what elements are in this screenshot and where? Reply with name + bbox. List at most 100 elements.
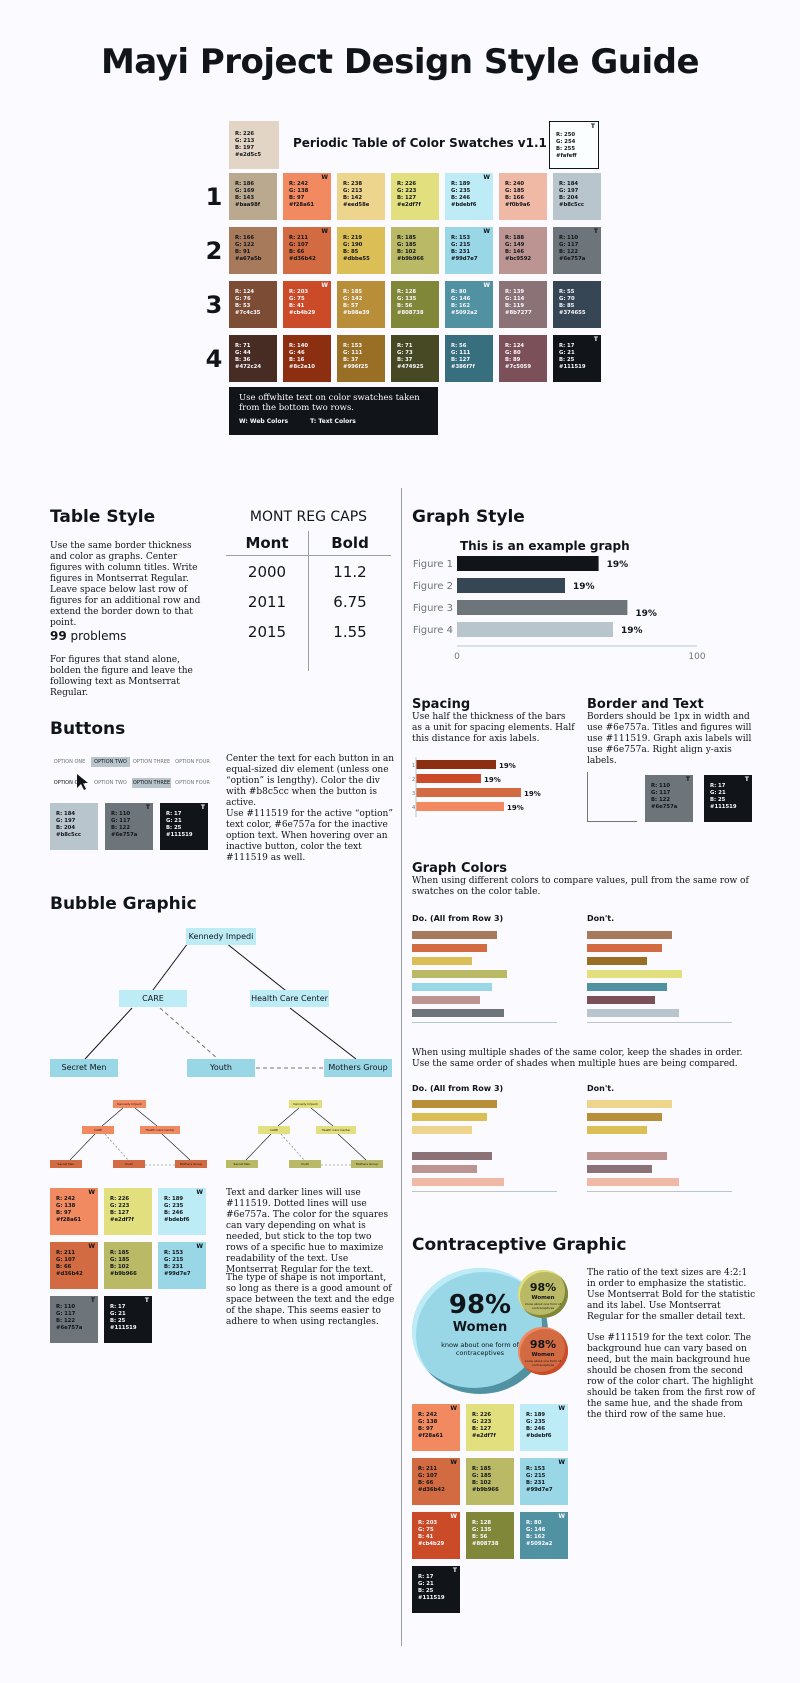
swatch-e2df7f: R: 226 G: 223 B: 127 #e2df7f <box>391 173 439 220</box>
row-number: 3 <box>205 291 223 319</box>
option-button[interactable]: OPTION FOUR <box>175 759 210 765</box>
color-bar <box>412 944 487 952</box>
contraceptive-desc2: Use #111519 for the text color. The back… <box>587 1333 755 1420</box>
node-kennedy: Kennedy Impedi <box>186 928 256 945</box>
swatch-6e757a: R: 110 G: 117 B: 122 #6e757a T <box>105 803 153 850</box>
color-bar <box>412 970 507 978</box>
row-number: 1 <box>205 183 223 211</box>
table-style-title: Table Style <box>50 507 156 527</box>
stat-number: 99 <box>50 629 67 643</box>
spacing-bar-chart: 1 19% 2 19% 3 19% 4 19% <box>412 757 541 817</box>
node-mothers-group: Mothers Group <box>324 1059 392 1077</box>
swatch-bdebf6: R: 189 G: 235 B: 246 #bdebf6 W <box>445 173 493 220</box>
table-header-bold: Bold <box>331 534 369 552</box>
swatch-a67a5b: R: 166 G: 122 B: 91 #a67a5b <box>229 227 277 274</box>
page-title: Mayi Project Design Style Guide <box>100 42 700 82</box>
swatch-996f25: R: 153 G: 111 B: 37 #996f25 <box>337 335 385 382</box>
bubble-desc2: The type of shape is not important, so l… <box>226 1273 395 1327</box>
bar <box>457 600 628 615</box>
color-bar <box>412 1165 477 1173</box>
data-label: 19% <box>607 560 629 570</box>
color-bar <box>587 957 647 965</box>
x-tick-label: 0 <box>454 652 460 662</box>
option-button[interactable]: OPTION TWO <box>94 780 127 786</box>
small-stat-label: Women <box>531 1295 555 1301</box>
swatch-7c4c35: R: 124 G: 76 B: 53 #7c4c35 <box>229 281 277 328</box>
contraceptive-title: Contraceptive Graphic <box>412 1235 627 1255</box>
small-circle-yellow <box>518 1270 568 1318</box>
big-stat: 98% <box>448 1290 512 1320</box>
swatch-b9b966: R: 185 G: 185 B: 102 #b9b966 <box>466 1458 514 1505</box>
color-bar <box>587 1009 679 1017</box>
swatch-bdebf6: R: 189 G: 235 B: 246 #bdebf6 W <box>520 1404 568 1451</box>
mini-node-mothers: Mothers Group <box>351 1160 383 1168</box>
legend-web: W: Web Colors <box>239 418 289 425</box>
table-cell: 2000 <box>247 563 287 581</box>
color-bar <box>412 1152 492 1160</box>
periodic-note-box: Use offwhite text on color swatches take… <box>229 387 438 435</box>
periodic-table-title: Periodic Table of Color Swatches v1.1 <box>293 136 547 150</box>
swatch-7c5059: R: 124 G: 80 B: 89 #7c5059 <box>499 335 547 382</box>
option-button[interactable]: OPTION TWO <box>91 757 130 767</box>
swatch-5092a2: R: 80 G: 146 B: 162 #5092a2 W <box>445 281 493 328</box>
border-title: Border and Text <box>587 697 704 712</box>
do-label-2: Do. (All from Row 3) <box>412 1084 504 1093</box>
swatch-e2df7f: R: 226 G: 223 B: 127 #e2df7f <box>104 1188 152 1235</box>
small-stat-sub: know about one form of contraceptives <box>525 1302 561 1310</box>
mini-node-youth: Youth <box>289 1160 321 1168</box>
option-button[interactable]: OPTION FOUR <box>175 780 210 786</box>
contraceptive-desc: The ratio of the text sizes are 4:2:1 in… <box>587 1268 756 1322</box>
graph-colors-desc2: When using multiple shades of the same c… <box>412 1048 743 1069</box>
spacing-title: Spacing <box>412 697 471 712</box>
swatch-d36b42: R: 211 G: 107 B: 66 #d36b42 W <box>412 1458 460 1505</box>
graph-style-title: Graph Style <box>412 507 525 527</box>
color-bar <box>587 1113 662 1121</box>
swatch-cb4b29: R: 203 G: 75 B: 41 #cb4b29 W <box>283 281 331 328</box>
table-cell: 6.75 <box>333 593 367 611</box>
mini-node-care: CARE <box>258 1126 290 1134</box>
small-stat: 98% <box>529 1281 557 1294</box>
swatch-111519: R: 17 G: 21 B: 25 #111519 T <box>160 803 208 850</box>
swatch-cb4b29: R: 203 G: 75 B: 41 #cb4b29 W <box>412 1512 460 1559</box>
color-bar <box>587 931 672 939</box>
option-button[interactable]: OPTION ONE <box>53 759 86 765</box>
y-tick-label: 1 <box>412 763 415 769</box>
cursor-icon <box>77 774 88 790</box>
axis-line <box>412 1191 557 1192</box>
border-desc: Borders should be 1px in width and use #… <box>587 712 752 766</box>
mini-node-secret: Secret Men <box>50 1160 82 1168</box>
bar <box>457 578 565 593</box>
color-bar <box>412 957 472 965</box>
small-circle-orange <box>518 1327 568 1375</box>
color-bar <box>412 996 480 1004</box>
mini-node-health: Health Care Center <box>316 1126 356 1134</box>
swatch-dbbe55: R: 219 G: 190 B: 85 #dbbe55 <box>337 227 385 274</box>
bubble-desc: Text and darker lines will use #111519. … <box>226 1188 389 1275</box>
bar <box>416 774 481 783</box>
data-label: 19% <box>573 582 595 592</box>
y-tick-label: 3 <box>412 791 415 797</box>
mini-node-kennedy: Kennedy Impedi <box>289 1100 322 1108</box>
small-stat: 98% <box>529 1338 557 1351</box>
example-table: Mont Bold 2000 11.2 2011 6.75 2015 1.55 <box>226 531 391 671</box>
row-number: 4 <box>205 345 223 373</box>
option-button[interactable]: OPTION THREE <box>132 778 171 788</box>
swatch-bc9592: R: 188 G: 149 B: 146 #bc9592 <box>499 227 547 274</box>
color-bar <box>412 1178 504 1186</box>
swatch-fafeff: R: 250 G: 254 B: 255 #fafeff T <box>549 121 599 169</box>
color-bar <box>412 983 492 991</box>
option-button[interactable]: OPTION THREE <box>132 759 171 765</box>
swatch-99d7e7: R: 153 G: 215 B: 231 #99d7e7 W <box>445 227 493 274</box>
color-bar <box>587 1165 652 1173</box>
table-caps-title: MONT REG CAPS <box>249 509 368 525</box>
small-stat-label: Women <box>531 1352 555 1358</box>
swatch-374655: R: 55 G: 70 B: 85 #374655 <box>553 281 601 328</box>
option-button[interactable]: OPTION ONE <box>53 780 86 786</box>
swatch-b98e39: R: 185 G: 142 B: 57 #b98e39 <box>337 281 385 328</box>
swatch-eed58e: R: 238 G: 213 B: 142 #eed58e <box>337 173 385 220</box>
data-label: 19% <box>524 790 541 798</box>
mini-node-youth: Youth <box>113 1160 145 1168</box>
mini-node-secret: Secret Men <box>226 1160 258 1168</box>
graph-colors-desc: When using different colors to compare v… <box>412 876 749 897</box>
swatch-d36b42: R: 211 G: 107 B: 66 #d36b42 W <box>283 227 331 274</box>
